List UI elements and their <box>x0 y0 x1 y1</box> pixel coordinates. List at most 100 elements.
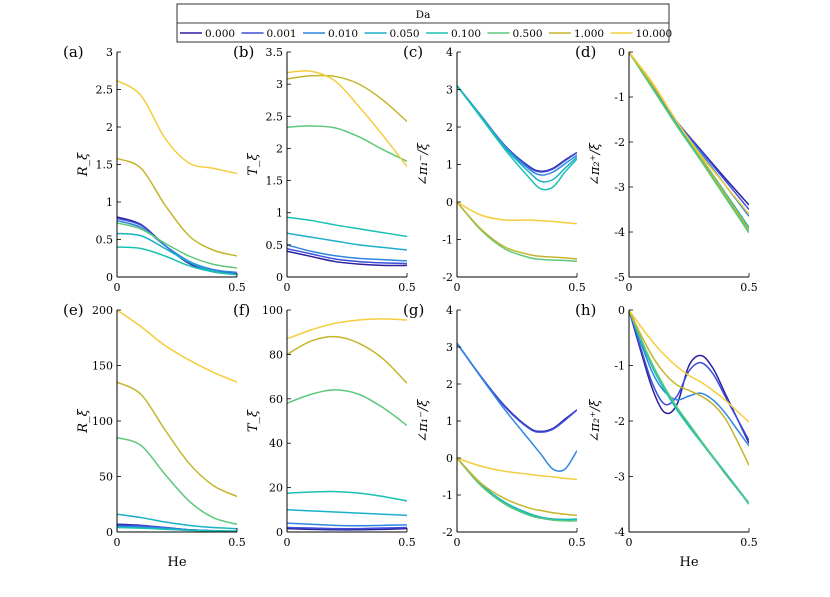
panel-label: (e) <box>63 301 84 319</box>
series-line-1.000 <box>287 335 407 384</box>
x-tick-label: 0 <box>626 536 633 549</box>
series-line-1.000 <box>457 457 577 517</box>
y-tick-label: 2 <box>446 121 453 134</box>
y-tick-label: -5 <box>614 271 625 284</box>
legend: Da 0.000 0.001 0.010 0.050 0.100 0.500 1.000 10.… <box>176 3 673 43</box>
series-line-10.000 <box>287 70 407 167</box>
x-tick-label: 0.5 <box>228 536 246 549</box>
series-line-0.050 <box>287 509 407 517</box>
y-tick-label: 0 <box>276 271 283 284</box>
series-line-0.010 <box>457 85 577 176</box>
x-tick-label: 0 <box>114 281 121 294</box>
series-line-0.010 <box>629 310 749 447</box>
y-tick-label: -2 <box>614 136 625 149</box>
legend-label: 10.000 <box>636 28 673 40</box>
legend-entry: 0.010 <box>303 28 358 40</box>
series-lines <box>117 79 237 276</box>
legend-label: 0.001 <box>267 28 297 40</box>
y-tick-label: 0.5 <box>266 239 284 252</box>
y-tick-label: -1 <box>614 91 625 104</box>
x-tick-label: 0 <box>114 536 121 549</box>
series-line-0.500 <box>629 310 749 504</box>
y-axis-label: T_ξ <box>246 153 261 176</box>
y-tick-label: -3 <box>614 471 625 484</box>
series-line-0.100 <box>117 526 237 532</box>
y-tick-label: 1.5 <box>266 175 284 188</box>
y-tick-label: 0 <box>106 526 113 539</box>
legend-entry: 1.000 <box>549 28 604 40</box>
series-line-0.000 <box>287 527 407 531</box>
y-tick-label: 0 <box>276 526 283 539</box>
y-tick-label: 3 <box>446 84 453 97</box>
panel-f: 0 20 40 60 80 100 0 0.5 (f) T_ξ <box>233 301 416 549</box>
legend-label: 0.010 <box>328 28 358 40</box>
series-lines <box>629 52 749 234</box>
x-tick-label: 0 <box>626 281 633 294</box>
series-line-10.000 <box>629 52 749 215</box>
series-lines <box>117 310 237 532</box>
y-tick-label: 1.5 <box>96 159 114 172</box>
legend-label: 0.500 <box>513 28 543 40</box>
y-axis-label: R_ξ <box>76 152 91 177</box>
legend-label: 1.000 <box>574 28 604 40</box>
series-line-0.001 <box>287 247 407 265</box>
series-lines <box>287 318 407 531</box>
y-tick-label: 3 <box>106 46 113 59</box>
x-tick-label: 0 <box>284 281 291 294</box>
legend-entry: 0.050 <box>364 28 420 40</box>
y-tick-label: 100 <box>92 415 113 428</box>
y-tick-label: 50 <box>99 471 113 484</box>
series-line-0.100 <box>287 216 407 238</box>
x-tick-label: 0.5 <box>398 536 416 549</box>
legend-title: Da <box>416 9 431 21</box>
y-tick-label: 60 <box>269 393 283 406</box>
series-line-0.010 <box>457 342 577 472</box>
y-tick-label: 40 <box>269 437 283 450</box>
series-lines <box>457 85 577 262</box>
y-tick-label: 2 <box>446 378 453 391</box>
y-tick-label: 0.5 <box>96 234 114 247</box>
x-tick-label: 0.5 <box>568 281 586 294</box>
series-lines <box>457 342 577 522</box>
series-line-1.000 <box>629 310 749 466</box>
series-line-1.000 <box>117 157 237 257</box>
y-axis-label: T_ξ <box>246 409 261 432</box>
y-tick-label: 3 <box>276 78 283 91</box>
y-tick-label: -3 <box>614 181 625 194</box>
y-tick-label: 4 <box>446 46 453 59</box>
x-tick-label: 0.5 <box>228 281 246 294</box>
panel-label: (f) <box>233 301 250 319</box>
y-tick-label: 20 <box>269 482 283 495</box>
legend-label: 0.000 <box>205 28 235 40</box>
y-tick-label: 80 <box>269 348 283 361</box>
y-tick-label: -1 <box>442 489 453 502</box>
y-tick-label: 2 <box>276 142 283 155</box>
x-tick-label: 0.5 <box>398 281 416 294</box>
x-tick-label: 0.5 <box>568 536 586 549</box>
y-tick-label: 2 <box>106 121 113 134</box>
series-line-0.100 <box>287 490 407 502</box>
y-tick-label: 1 <box>106 196 113 209</box>
x-tick-label: 0 <box>454 536 461 549</box>
series-line-0.000 <box>287 250 407 267</box>
y-tick-label: -2 <box>614 415 625 428</box>
y-tick-label: 1 <box>446 415 453 428</box>
series-line-0.500 <box>117 222 237 269</box>
legend-entry: 0.000 <box>180 28 235 40</box>
series-line-0.500 <box>117 436 237 525</box>
y-tick-label: -1 <box>442 234 453 247</box>
series-lines <box>287 70 407 267</box>
y-tick-label: 1 <box>446 159 453 172</box>
panel-label: (c) <box>403 43 423 61</box>
x-tick-label: 0.5 <box>740 281 758 294</box>
y-tick-label: 2.5 <box>266 110 284 123</box>
y-tick-label: 200 <box>92 304 113 317</box>
y-tick-label: -4 <box>614 526 625 539</box>
series-line-10.000 <box>287 318 407 340</box>
y-tick-label: 3 <box>446 341 453 354</box>
legend-entry: 0.001 <box>241 28 297 40</box>
y-tick-label: 100 <box>262 304 283 317</box>
panel-c: -2 -1 0 1 2 3 4 0 0.5 (c) ∠π₁⁻/ξ <box>403 43 586 294</box>
legend-label: 0.100 <box>451 28 481 40</box>
